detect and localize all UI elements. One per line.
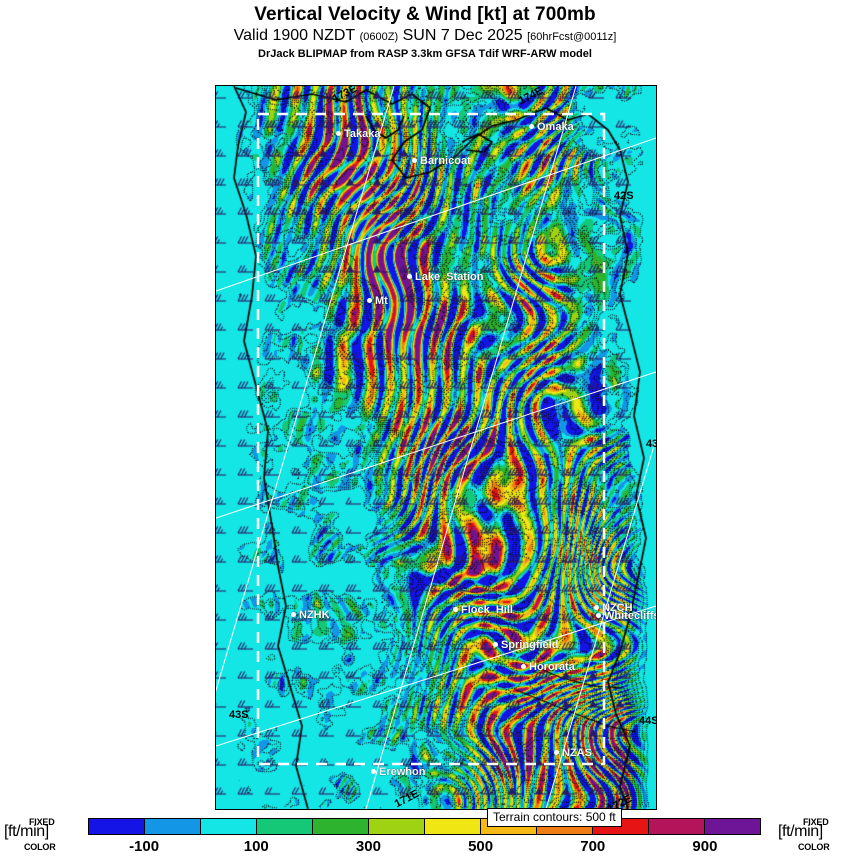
colorbar-swatch bbox=[144, 819, 200, 834]
graticule-label: 44S bbox=[639, 715, 657, 727]
legend-color-label-left: COLOR bbox=[24, 842, 56, 852]
colorbar-swatch bbox=[200, 819, 256, 834]
subtitle: Valid 1900 NZDT (0600Z) SUN 7 Dec 2025 [… bbox=[0, 26, 850, 47]
colorbar-legend-left: FIXED [ft/min] COLOR bbox=[2, 817, 76, 860]
graticule-label: 43S bbox=[229, 709, 249, 721]
legend-fixed-label-left: FIXED bbox=[29, 817, 55, 827]
colorbar-tick: 700 bbox=[580, 838, 606, 855]
colorbar-swatch bbox=[704, 819, 760, 834]
forecast-hour: [60hrFcst@0011z] bbox=[527, 31, 617, 43]
colorbar: FIXED [ft/min] COLOR -100 100 300 500 700 900… bbox=[0, 817, 850, 860]
terrain-contour-note: Terrain contours: 500 ft bbox=[487, 808, 622, 827]
meridian-173E bbox=[365, 86, 577, 809]
valid-date: SUN 7 Dec 2025 bbox=[402, 27, 523, 44]
model-attribution: DrJack BLIPMAP from RASP 3.3km GFSA Tdif… bbox=[258, 48, 592, 60]
parallel-43S bbox=[216, 605, 656, 747]
colorbar-tick: -100 bbox=[129, 838, 160, 855]
colorbar-legend-right: FIXED [ft/min] COLOR bbox=[776, 818, 850, 860]
colorbar-swatches[interactable] bbox=[88, 818, 761, 835]
vertical-velocity-raster bbox=[216, 86, 656, 809]
colorbar-tick: 500 bbox=[468, 838, 494, 855]
colorbar-swatch bbox=[424, 819, 480, 834]
meridian-174E bbox=[545, 437, 656, 809]
colorbar-tick: 100 bbox=[243, 838, 269, 855]
colorbar-swatch bbox=[89, 819, 144, 834]
forecast-domain-boundary bbox=[256, 112, 606, 766]
colorbar-tick: 300 bbox=[355, 838, 381, 855]
colorbar-tick-labels: -100 100 300 500 700 900 bbox=[88, 838, 761, 858]
parallel-41S bbox=[216, 137, 656, 292]
colorbar-swatch bbox=[648, 819, 704, 834]
legend-fixed-label-right: FIXED bbox=[803, 818, 829, 827]
colorbar-swatch bbox=[368, 819, 424, 834]
graticule-label: 43S bbox=[646, 438, 656, 450]
valid-time: Valid 1900 NZDT bbox=[233, 27, 356, 44]
weather-map[interactable]: Takaka Barnicoat Omaka Lake_Station Mt NZHK Fl… bbox=[215, 85, 657, 810]
valid-time-utc: (0600Z) bbox=[359, 31, 399, 43]
legend-color-label-right: COLOR bbox=[798, 842, 830, 852]
title-block: Vertical Velocity & Wind [kt] at 700mb V… bbox=[0, 0, 850, 62]
parallel-42S bbox=[216, 371, 656, 519]
colorbar-tick: 900 bbox=[692, 838, 718, 855]
graticule-label: 42S bbox=[614, 190, 634, 202]
meridian-172E bbox=[216, 86, 395, 692]
legend-units-label-left: [ft/min] bbox=[4, 823, 49, 840]
page-title: Vertical Velocity & Wind [kt] at 700mb bbox=[254, 4, 596, 25]
colorbar-swatch bbox=[256, 819, 312, 834]
map-overlays bbox=[216, 86, 656, 809]
legend-units-label-right: [ft/min] bbox=[778, 823, 823, 840]
colorbar-swatch bbox=[312, 819, 368, 834]
